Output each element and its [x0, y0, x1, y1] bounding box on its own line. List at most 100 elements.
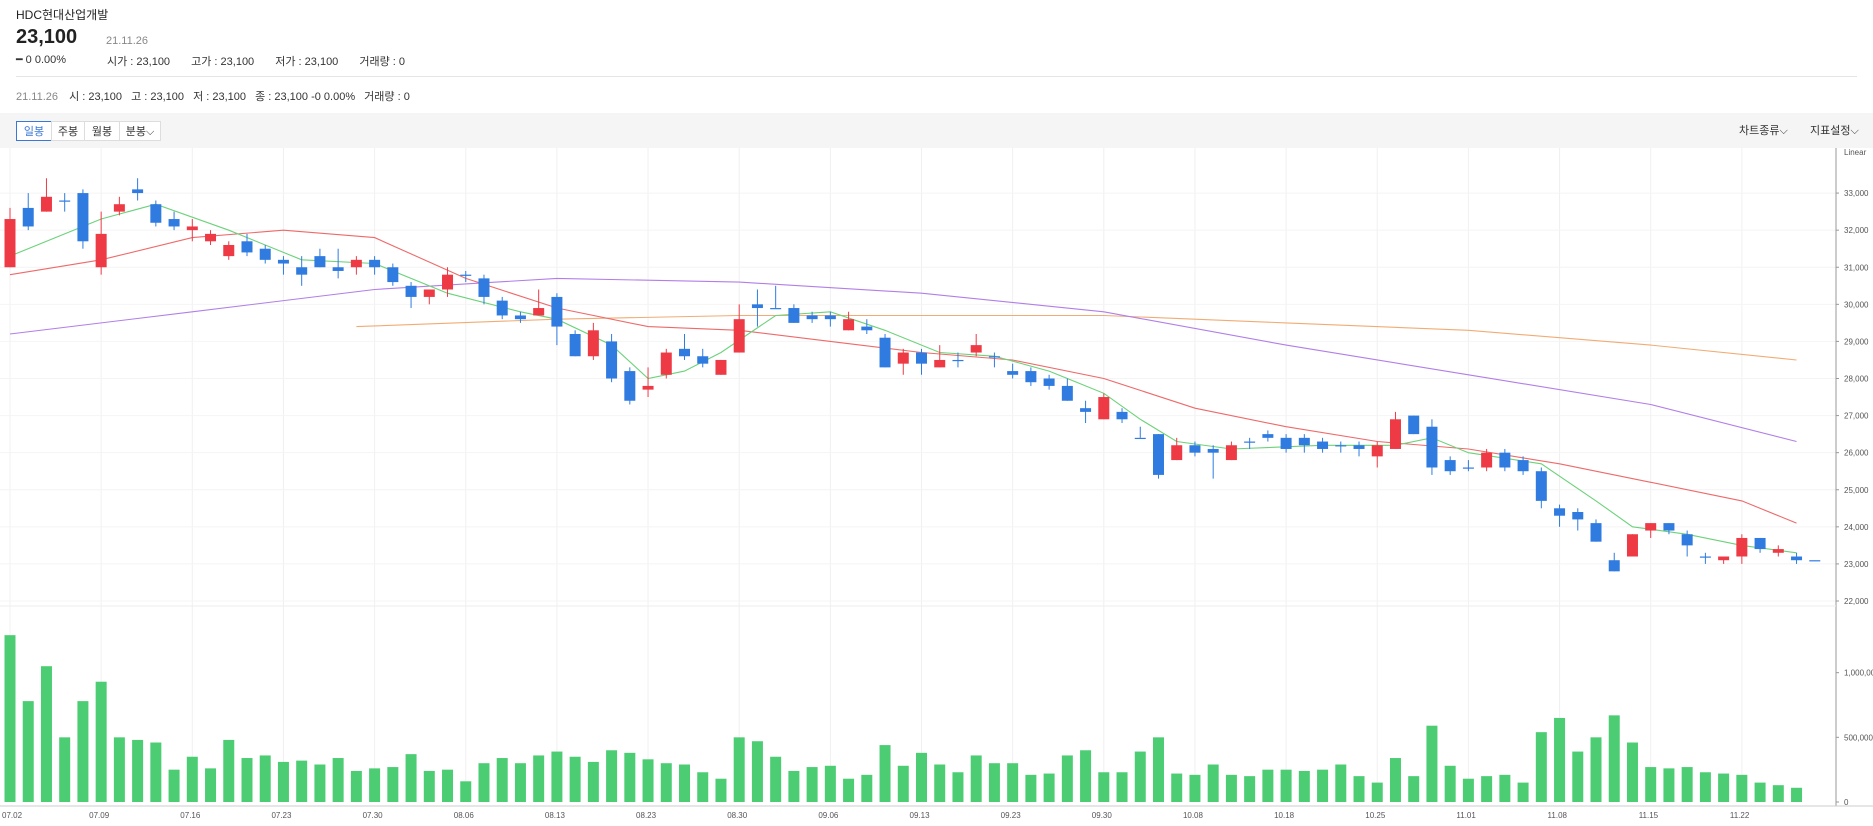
volume-bar [496, 758, 508, 802]
candlestick-chart[interactable]: 07.02 07.09 07.16 07.23 07.30 08.06 08.13 08.23… [0, 148, 1873, 826]
candle-body [423, 289, 435, 297]
volume-bar [1608, 715, 1620, 802]
volume-bar [1152, 737, 1164, 802]
chart-grid [0, 148, 1836, 802]
candle-body [1152, 434, 1164, 475]
x-tick-label: 10.08 [1183, 811, 1204, 820]
volume-bar [405, 754, 417, 802]
candle-body [1007, 371, 1019, 375]
volume-bar [95, 681, 107, 802]
candle-body [1481, 452, 1493, 468]
volume-bar [1116, 772, 1128, 802]
candle-body [1025, 371, 1037, 383]
candle-body [624, 371, 636, 401]
volume-bar [1134, 751, 1146, 802]
candle-body [168, 219, 180, 227]
volume-bar [1590, 737, 1602, 802]
candle-body [1134, 437, 1146, 440]
x-tick-label: 11.08 [1548, 811, 1568, 820]
candle-body [1207, 448, 1219, 453]
candle-body [150, 204, 162, 223]
candle-body [751, 304, 763, 309]
x-tick-label: 07.16 [180, 811, 201, 820]
tab-daily[interactable]: 일봉 [16, 121, 52, 141]
ma60-line [9, 277, 1797, 443]
volume-bar [1189, 774, 1201, 802]
candle-body [1590, 523, 1602, 542]
volume-bar [952, 772, 964, 802]
candle-body [952, 359, 964, 362]
tab-weekly[interactable]: 주봉 [51, 121, 85, 141]
price-tick-label: 30,000 [1844, 300, 1869, 309]
volume-bar [1554, 717, 1566, 802]
volume-bar [296, 760, 308, 802]
candle-body [1426, 426, 1438, 468]
candle-body [223, 245, 235, 257]
volume-bar [1171, 773, 1183, 802]
price-tick-label: 24,000 [1844, 523, 1869, 532]
volume-bar [1462, 778, 1474, 802]
x-tick-label: 11.15 [1639, 811, 1659, 820]
candle-body [824, 315, 836, 320]
volume-bar [59, 737, 71, 802]
tab-minute[interactable]: 분봉⌵ [119, 121, 161, 141]
price-tick-label: 25,000 [1844, 486, 1869, 495]
info-low: 저 : 23,100 [193, 91, 247, 103]
volume-bar [4, 635, 16, 802]
candle-body [1244, 441, 1256, 443]
info-close: 종 : 23,100 -0 0.00% [255, 91, 356, 103]
volume-bar [533, 755, 545, 802]
x-tick-label: 08.30 [727, 811, 748, 820]
price-tick-label: 32,000 [1844, 226, 1869, 235]
candle-body [1080, 408, 1092, 412]
x-tick-label: 09.06 [818, 811, 839, 820]
ma20-line [9, 229, 1797, 524]
scale-label: Linear [1844, 148, 1867, 157]
x-tick-label: 10.25 [1365, 811, 1386, 820]
candle-body [22, 207, 34, 227]
candle-body [1681, 534, 1693, 546]
volume-bar [423, 770, 435, 802]
candle-body [350, 259, 362, 268]
tab-monthly[interactable]: 월봉 [84, 121, 120, 141]
volume-bar [916, 752, 927, 802]
price-tick-label: 22,000 [1844, 597, 1869, 606]
info-open: 시 : 23,100 [69, 91, 123, 103]
candle-body [1772, 549, 1784, 553]
candle-body [1371, 445, 1383, 457]
volume-bar [277, 761, 289, 802]
volume-bar [1225, 774, 1237, 802]
volume-bar [113, 737, 125, 802]
candle-body [1280, 437, 1292, 449]
candle-body [1389, 419, 1401, 449]
volume-bar [1772, 785, 1784, 802]
volume-bar [551, 751, 563, 802]
candle-body [1608, 560, 1620, 572]
chart-type-dropdown[interactable]: 차트종류⌵ [1739, 125, 1788, 137]
candle-body [314, 256, 326, 268]
candle-body [113, 204, 125, 212]
candle-body [1499, 452, 1511, 468]
current-price: 23,100 [16, 26, 78, 48]
candle-body [95, 233, 107, 268]
candle-body [1317, 441, 1329, 449]
chart-toolbar: 일봉 주봉 월봉 분봉⌵ 차트종류⌵ 지표설정⌵ [0, 113, 1873, 148]
candle-body [514, 315, 526, 320]
volume-bar [1754, 782, 1766, 802]
price-tick-label: 33,000 [1844, 189, 1869, 198]
price-tick-label: 27,000 [1844, 412, 1869, 421]
volume-bar [387, 767, 399, 802]
indicator-settings-dropdown[interactable]: 지표설정⌵ [1810, 125, 1859, 137]
candle-body [1335, 445, 1347, 447]
price-tick-label: 31,000 [1844, 263, 1869, 272]
volume-bar [861, 774, 873, 802]
candle-body [788, 308, 800, 323]
volume-bar [1663, 768, 1675, 802]
volume-bar [1626, 742, 1638, 802]
candle-body [1517, 460, 1529, 472]
candle-body [733, 319, 745, 353]
volume-bar [1572, 751, 1584, 802]
candle-body [1699, 556, 1711, 558]
candle-body [387, 267, 399, 283]
candle-body [59, 200, 71, 202]
